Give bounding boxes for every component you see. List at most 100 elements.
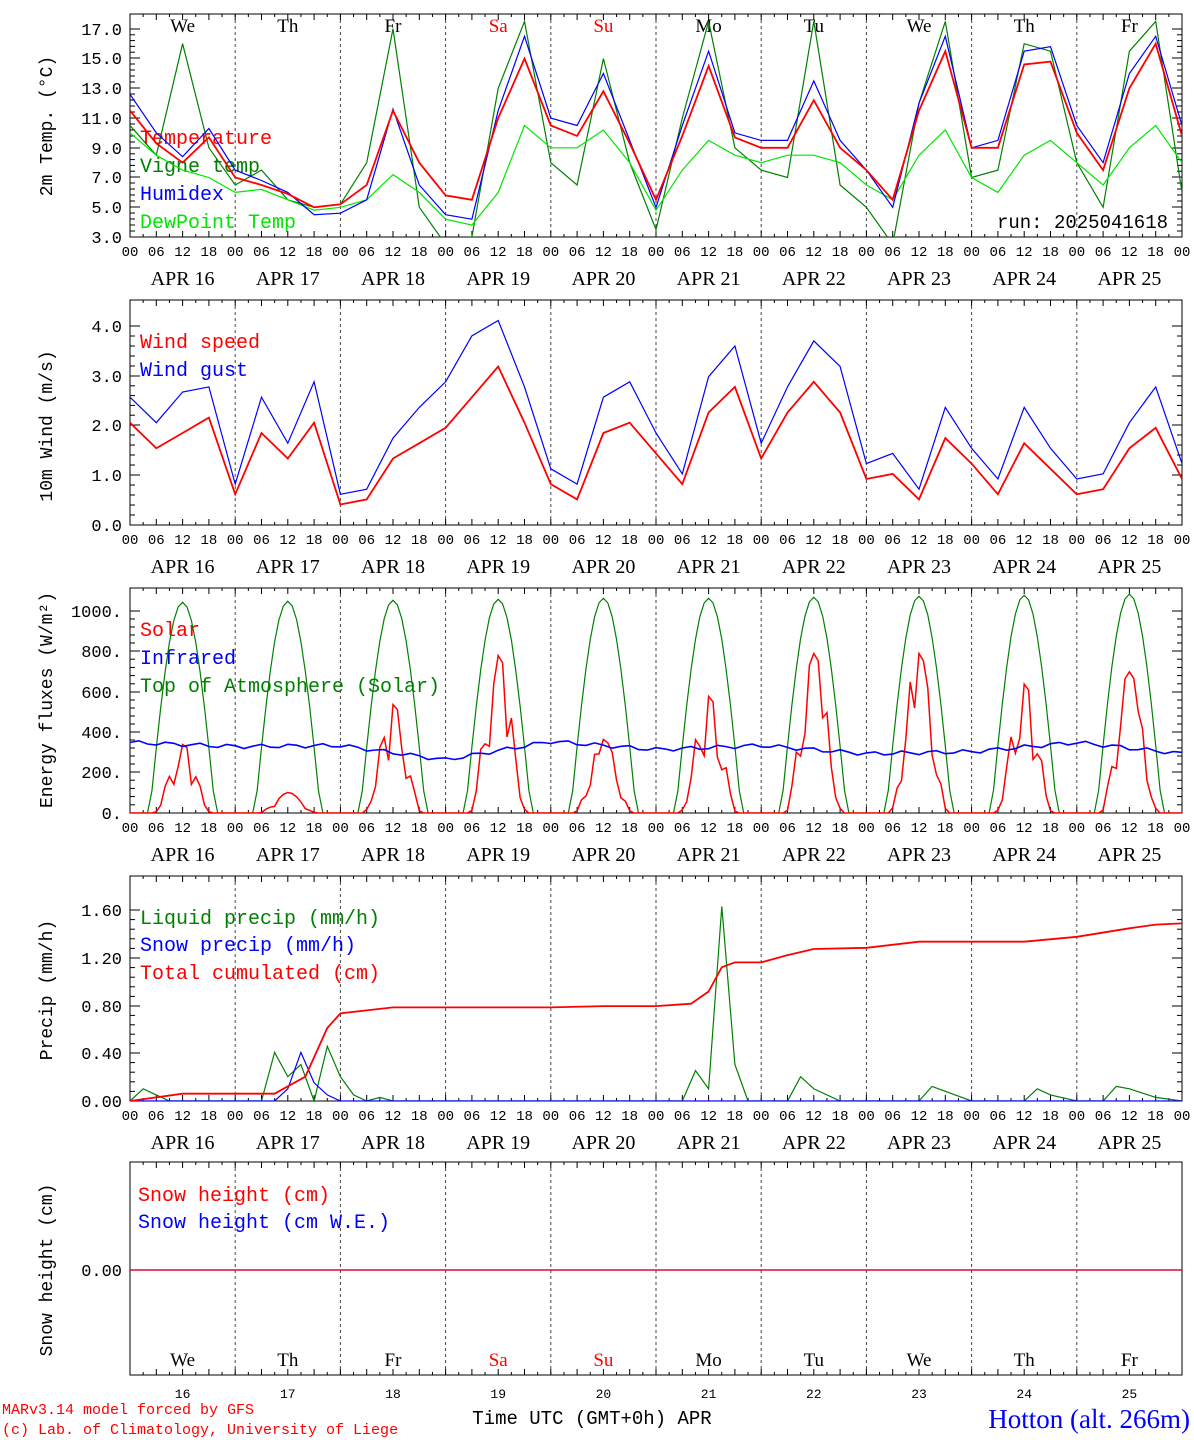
y-axis-label: 2m Temp. (°C)	[38, 56, 58, 196]
x-hour-label: 06	[674, 821, 691, 837]
x-hour-label: 12	[700, 245, 717, 261]
x-hour-label: 18	[832, 821, 849, 837]
panel-3: 0. 200. 400. 600. 800. 1000. Energy fluxes (W/…	[38, 587, 1190, 866]
x-hour-label: 18	[200, 1109, 217, 1125]
legend-entry: Solar	[140, 620, 200, 643]
x-hour-label: 06	[253, 1109, 270, 1125]
y-axis-label: 10m Wind (m/s)	[38, 350, 58, 501]
x-hour-label: 18	[516, 1109, 533, 1125]
x-hour-label: 18	[1147, 821, 1164, 837]
x-hour-label: 18	[411, 245, 428, 261]
x-day-label: APR 23	[887, 1132, 951, 1154]
x-hour-label: 06	[148, 533, 165, 549]
x-hour-label: 18	[411, 533, 428, 549]
x-hour-label: 06	[1095, 1109, 1112, 1125]
panel-frame	[129, 587, 1183, 814]
x-hour-label: 12	[805, 245, 822, 261]
x-day-label: APR 21	[677, 1132, 741, 1154]
x-day-label: APR 16	[151, 844, 215, 866]
x-hour-label: 06	[569, 533, 586, 549]
x-hour-label: 12	[174, 245, 191, 261]
x-hour-label: 18	[1042, 245, 1059, 261]
x-hour-label: 18	[832, 245, 849, 261]
x-day-number: 16	[175, 1387, 191, 1402]
series-line	[130, 922, 1182, 1101]
time-axis-label: Time UTC (GMT+0h) APR	[472, 1408, 711, 1430]
x-hour-label: 00	[858, 533, 875, 549]
legend-entry: Infrared	[140, 648, 236, 671]
x-hour-label: 00	[963, 533, 980, 549]
x-hour-label: 00	[332, 1109, 349, 1125]
x-hour-label: 00	[227, 245, 244, 261]
y-tick-label: 3.0	[91, 230, 122, 249]
x-hour-label: 00	[1068, 1109, 1085, 1125]
x-hour-label: 00	[122, 1109, 139, 1125]
x-hour-label: 00	[122, 533, 139, 549]
x-hour-label: 00	[542, 821, 559, 837]
x-hour-label: 18	[832, 1109, 849, 1125]
x-day-label: APR 18	[361, 844, 425, 866]
x-hour-label: 12	[700, 533, 717, 549]
x-hour-label: 06	[989, 245, 1006, 261]
x-day-label: APR 25	[1097, 268, 1161, 290]
x-hour-label: 06	[779, 1109, 796, 1125]
x-day-label: APR 21	[677, 844, 741, 866]
x-hour-label: 12	[911, 245, 928, 261]
x-hour-label: 12	[1016, 1109, 1033, 1125]
x-hour-label: 06	[569, 1109, 586, 1125]
weekday-label: Mo	[695, 16, 721, 37]
x-hour-label: 06	[989, 821, 1006, 837]
x-hour-label: 12	[911, 821, 928, 837]
x-day-label: APR 20	[571, 1132, 635, 1154]
x-hour-label: 12	[1121, 821, 1138, 837]
x-day-label: APR 20	[571, 268, 635, 290]
x-hour-label: 06	[674, 245, 691, 261]
x-hour-label: 18	[621, 245, 638, 261]
x-hour-label: 18	[200, 821, 217, 837]
x-hour-label: 06	[358, 821, 375, 837]
x-day-number: 23	[911, 1387, 927, 1402]
x-day-label: APR 22	[782, 1132, 846, 1154]
panel-5: 0.00 Snow height (cm) Snow height (cm) Snow…	[38, 1161, 1183, 1402]
x-day-label: APR 22	[782, 844, 846, 866]
x-hour-label: 06	[463, 1109, 480, 1125]
x-hour-label: 06	[253, 245, 270, 261]
x-day-label: APR 24	[992, 844, 1056, 866]
x-hour-label: 06	[779, 245, 796, 261]
x-day-label: APR 20	[571, 556, 635, 578]
y-tick-label: 2.0	[91, 418, 122, 437]
x-hour-label: 06	[884, 245, 901, 261]
weekday-label: Th	[277, 1350, 299, 1371]
series-line	[130, 364, 1182, 506]
x-day-label: APR 18	[361, 268, 425, 290]
x-hour-label: 12	[595, 245, 612, 261]
x-day-number: 20	[596, 1387, 612, 1402]
x-day-label: APR 17	[256, 1132, 320, 1154]
y-tick-label: 11.0	[81, 111, 122, 130]
weekday-label: We	[170, 16, 195, 37]
x-day-number: 21	[701, 1387, 717, 1402]
weekday-label: Fr	[385, 1350, 403, 1371]
x-hour-label: 00	[227, 533, 244, 549]
x-hour-label: 00	[963, 1109, 980, 1125]
weekday-label: Tu	[804, 1350, 825, 1371]
x-hour-label: 18	[516, 821, 533, 837]
credit-line-2: (c) Lab. of Climatology, University of L…	[2, 1422, 398, 1439]
x-day-label: APR 18	[361, 556, 425, 578]
x-hour-label: 18	[1042, 1109, 1059, 1125]
x-hour-label: 12	[1016, 821, 1033, 837]
series-line	[130, 41, 1182, 209]
location-label: Hotton (alt. 266m)	[988, 1404, 1190, 1434]
x-hour-label: 18	[306, 533, 323, 549]
x-hour-label: 06	[253, 821, 270, 837]
x-hour-label: 06	[358, 245, 375, 261]
y-tick-label: 15.0	[81, 51, 122, 70]
weekday-label: Th	[1014, 1350, 1036, 1371]
x-day-label: APR 22	[782, 268, 846, 290]
x-hour-label: 06	[1095, 245, 1112, 261]
x-hour-label: 12	[805, 533, 822, 549]
x-hour-label: 00	[648, 533, 665, 549]
x-hour-label: 06	[1095, 821, 1112, 837]
legend-entry: Liquid precip (mm/h)	[140, 908, 380, 931]
weekday-label: Fr	[1121, 1350, 1139, 1371]
